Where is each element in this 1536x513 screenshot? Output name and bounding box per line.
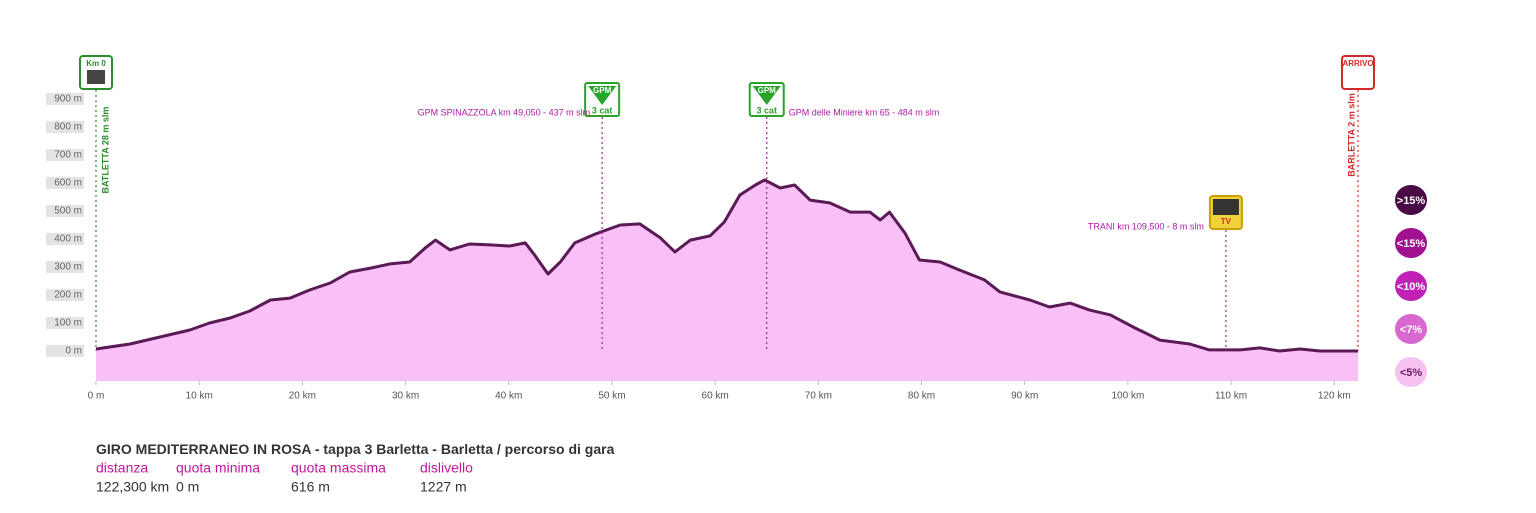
footer-title: GIRO MEDITERRANEO IN ROSA - tappa 3 Barl… xyxy=(96,441,615,457)
stat-value: 122,300 km xyxy=(96,479,169,495)
x-tick-label: 60 km xyxy=(702,391,729,402)
stage-name: - tappa 3 Barletta - Barletta / percorso… xyxy=(311,441,615,457)
stat-label: distanza xyxy=(96,460,148,476)
icon-triangle xyxy=(588,86,617,105)
profile-area xyxy=(96,179,1358,381)
icon-sub: 3 cat xyxy=(756,105,777,115)
y-tick-label: 800 m xyxy=(54,122,82,133)
marker-label: TRANI km 109,500 - 8 m slm xyxy=(1088,221,1204,231)
profile-line xyxy=(95,178,1358,353)
icon-text: TV xyxy=(1221,217,1232,226)
x-tick-label: 0 m xyxy=(88,391,105,402)
y-tick-bg xyxy=(46,289,84,301)
legend-label: <5% xyxy=(1400,367,1423,379)
x-tick-label: 120 km xyxy=(1318,391,1351,402)
x-tick-label: 80 km xyxy=(908,391,935,402)
y-tick-bg xyxy=(46,233,84,245)
y-tick-bg xyxy=(46,261,84,273)
icon-flag xyxy=(1212,199,1239,215)
x-tick-label: 40 km xyxy=(495,391,522,402)
x-tick-label: 110 km xyxy=(1215,391,1247,402)
y-tick-label: 300 m xyxy=(54,262,82,273)
legend-swatch xyxy=(1395,185,1427,215)
y-tick-label: 700 m xyxy=(54,150,82,161)
y-tick-bg xyxy=(46,317,84,329)
y-tick-bg xyxy=(46,149,84,161)
marker-icon: TV xyxy=(1208,195,1243,230)
y-tick-bg xyxy=(46,177,84,189)
marker-label: GPM SPINAZZOLA km 49,050 - 437 m slm xyxy=(418,107,591,117)
icon-text: Km 0 xyxy=(86,59,106,68)
marker-icon: GPM 3 cat xyxy=(584,82,621,117)
legend-label: <10% xyxy=(1397,281,1426,293)
icon-sub: 3 cat xyxy=(592,105,613,115)
icon-flag xyxy=(87,70,105,84)
legend-swatch xyxy=(1395,357,1427,387)
legend-swatch xyxy=(1395,271,1427,301)
x-tick-label: 50 km xyxy=(598,391,625,402)
x-tick-label: 30 km xyxy=(392,391,419,402)
icon-text: GPM xyxy=(593,86,612,95)
x-tick-label: 70 km xyxy=(805,391,832,402)
x-tick-label: 90 km xyxy=(1011,391,1038,402)
y-tick-label: 400 m xyxy=(54,234,82,245)
marker-label: GPM delle Miniere km 65 - 484 m slm xyxy=(789,107,940,117)
stat-label: dislivello xyxy=(420,460,473,476)
stat-label: quota massima xyxy=(291,460,386,476)
legend-swatch xyxy=(1395,314,1427,344)
legend-swatch xyxy=(1395,228,1427,258)
legend-label: <15% xyxy=(1397,238,1426,250)
stat-value: 0 m xyxy=(176,479,199,495)
marker-icon: GPM 3 cat xyxy=(748,82,785,117)
y-tick-label: 600 m xyxy=(54,178,82,189)
marker-label: BATLETTA 28 m slm xyxy=(100,107,110,194)
race-name: GIRO MEDITERRANEO IN ROSA xyxy=(96,441,311,457)
legend-label: <7% xyxy=(1400,324,1423,336)
icon-text: ARRIVO xyxy=(1342,59,1373,68)
y-tick-label: 100 m xyxy=(54,318,82,329)
y-tick-bg xyxy=(46,205,84,217)
stat-value: 616 m xyxy=(291,479,330,495)
marker-icon: Km 0 xyxy=(79,55,113,90)
legend-label: >15% xyxy=(1397,195,1426,207)
y-tick-label: 200 m xyxy=(54,290,82,301)
marker-icon: ARRIVO xyxy=(1341,55,1375,90)
x-tick-label: 10 km xyxy=(186,391,213,402)
y-tick-label: 900 m xyxy=(54,94,82,105)
stat-label: quota minima xyxy=(176,460,260,476)
icon-triangle xyxy=(752,86,781,105)
x-tick-label: 20 km xyxy=(289,391,316,402)
y-tick-bg xyxy=(46,121,84,133)
marker-label: BARLETTA 2 m slm xyxy=(1346,93,1356,177)
y-tick-label: 0 m xyxy=(65,346,82,357)
stat-value: 1227 m xyxy=(420,479,467,495)
y-tick-bg xyxy=(46,93,84,105)
icon-frame xyxy=(1341,55,1375,90)
y-tick-bg xyxy=(46,345,84,357)
x-tick-label: 100 km xyxy=(1111,391,1144,402)
y-tick-label: 500 m xyxy=(54,206,82,217)
icon-text: GPM xyxy=(758,86,777,95)
